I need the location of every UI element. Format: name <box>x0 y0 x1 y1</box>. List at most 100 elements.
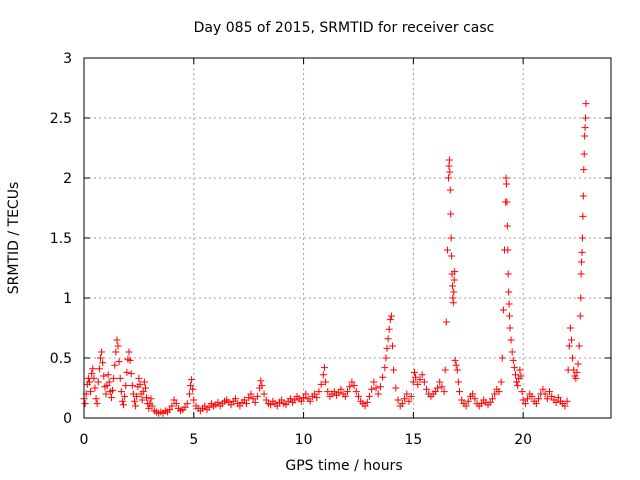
data-point <box>315 388 323 396</box>
data-point <box>528 392 536 400</box>
data-point <box>580 166 588 174</box>
data-point <box>123 368 131 376</box>
data-point <box>578 248 586 256</box>
data-point <box>582 114 590 122</box>
data-point <box>374 390 382 398</box>
data-point <box>136 380 144 388</box>
data-point <box>503 198 511 206</box>
data-point <box>214 398 222 406</box>
data-point <box>267 401 275 409</box>
data-point <box>249 395 257 403</box>
data-point <box>112 348 120 356</box>
data-point <box>582 100 590 108</box>
data-point <box>446 168 454 176</box>
data-point <box>443 246 451 254</box>
data-point <box>546 388 554 396</box>
data-point <box>114 342 122 350</box>
data-point <box>579 192 587 200</box>
data-point <box>110 374 118 382</box>
data-point <box>87 388 95 396</box>
data-point <box>451 268 459 276</box>
data-point <box>398 400 406 408</box>
axis-tick-labels: 0 5 10 15 20 0 0.5 1 1.5 2 2.5 3 <box>50 51 532 448</box>
data-point <box>337 385 345 393</box>
data-point <box>120 401 128 409</box>
data-point <box>141 384 149 392</box>
data-point <box>458 396 466 404</box>
data-point <box>93 400 101 408</box>
data-point <box>543 395 551 403</box>
data-point <box>381 364 389 372</box>
data-point <box>506 312 514 320</box>
data-point <box>125 348 133 356</box>
data-point <box>354 392 362 400</box>
data-point <box>503 222 511 230</box>
data-point <box>535 395 543 403</box>
data-point <box>365 392 373 400</box>
data-point <box>447 234 455 242</box>
data-point <box>335 389 343 397</box>
data-point <box>491 390 499 398</box>
data-point <box>573 368 581 376</box>
data-point <box>236 402 244 410</box>
data-point <box>486 398 494 406</box>
data-point <box>471 395 479 403</box>
data-point <box>504 246 512 254</box>
data-point <box>251 398 259 406</box>
data-point <box>498 354 506 362</box>
data-point <box>126 356 134 364</box>
data-point <box>566 324 574 332</box>
data-point <box>403 390 411 398</box>
data-point <box>320 364 328 372</box>
data-point <box>105 378 113 386</box>
data-point <box>477 400 485 408</box>
data-point <box>532 400 540 408</box>
data-point <box>507 336 515 344</box>
data-point <box>510 364 518 372</box>
data-point <box>262 396 270 404</box>
data-point <box>370 378 378 386</box>
x-tick-label: 5 <box>189 432 198 448</box>
data-point <box>273 402 281 410</box>
data-point <box>581 124 589 132</box>
data-point <box>574 360 582 368</box>
data-point <box>450 276 458 284</box>
data-point <box>245 394 253 402</box>
data-point <box>148 402 156 410</box>
data-point <box>172 400 180 408</box>
data-point <box>563 397 571 405</box>
data-point <box>379 373 387 381</box>
data-point <box>324 388 332 396</box>
data-point <box>127 370 135 378</box>
data-point <box>513 378 521 386</box>
data-point <box>440 388 448 396</box>
data-point <box>170 396 178 404</box>
data-point <box>319 371 327 379</box>
data-point <box>394 396 402 404</box>
data-point <box>514 382 522 390</box>
data-point <box>135 374 143 382</box>
data-point <box>445 162 453 170</box>
data-point <box>521 400 529 408</box>
data-point <box>85 378 93 386</box>
data-point <box>90 374 98 382</box>
data-point <box>409 378 417 386</box>
data-point <box>511 371 519 379</box>
data-point <box>407 392 415 400</box>
data-point <box>508 348 516 356</box>
data-point <box>575 342 583 350</box>
data-point <box>539 385 547 393</box>
data-point <box>104 371 112 379</box>
y-axis-label: SRMTID / TECUs <box>6 182 22 295</box>
data-point <box>102 390 110 398</box>
data-point <box>278 396 286 404</box>
data-point <box>188 376 196 384</box>
data-point <box>442 318 450 326</box>
data-point <box>452 361 460 369</box>
data-point <box>117 388 125 396</box>
data-point <box>302 390 310 398</box>
data-point <box>516 366 524 374</box>
data-point <box>89 365 97 373</box>
data-point <box>258 382 266 390</box>
data-point <box>352 388 360 396</box>
